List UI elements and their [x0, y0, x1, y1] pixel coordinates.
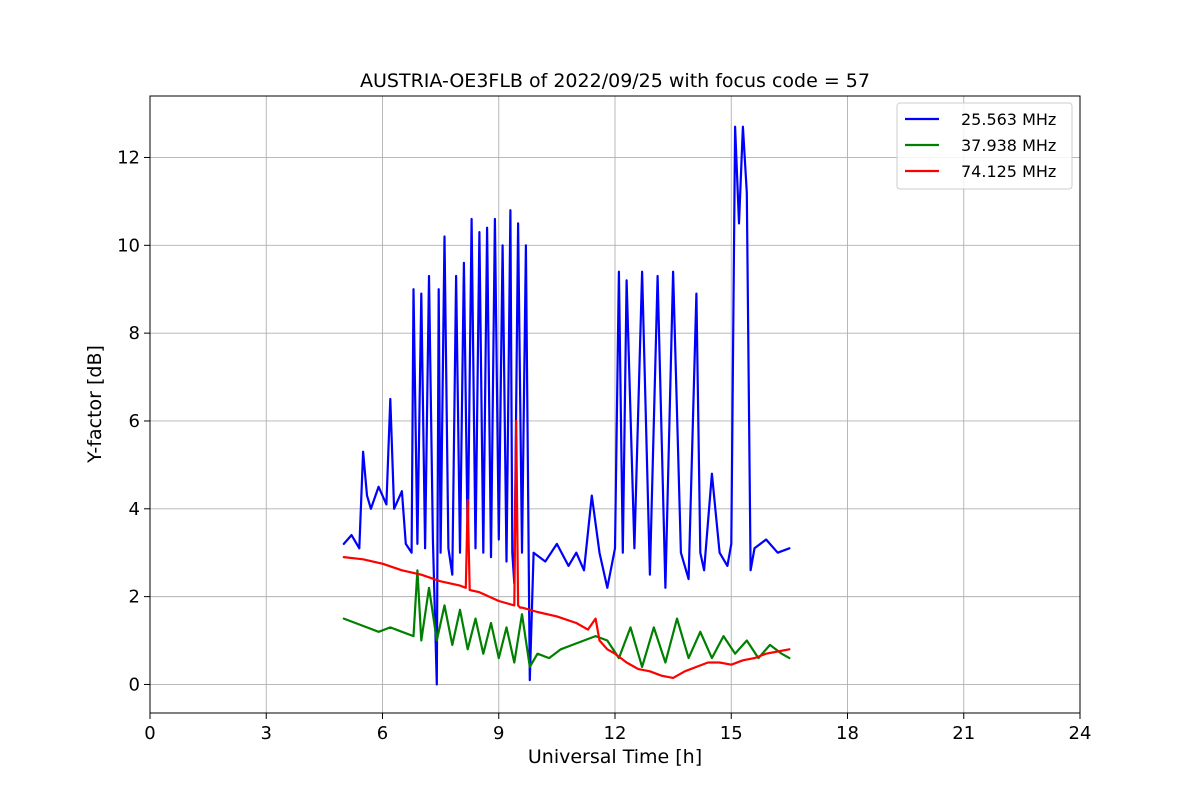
legend-label: 74.125 MHz [961, 162, 1056, 181]
y-tick-label: 10 [117, 235, 140, 256]
y-tick-label: 0 [129, 674, 140, 695]
series-line-3 [342, 419, 791, 680]
x-tick-label: 15 [720, 723, 743, 744]
y-tick-label: 6 [129, 411, 140, 432]
y-tick-label: 8 [129, 323, 140, 344]
series-group [342, 125, 791, 686]
x-tick-label: 9 [493, 723, 504, 744]
legend-label: 25.563 MHz [961, 110, 1056, 129]
series-line-2 [342, 569, 791, 669]
x-tick-label: 18 [836, 723, 859, 744]
y-tick-label: 12 [117, 147, 140, 168]
x-tick-label: 0 [144, 723, 155, 744]
y-axis-label: Y-factor [dB] [84, 345, 106, 464]
x-tick-label: 3 [261, 723, 272, 744]
x-tick-label: 6 [377, 723, 388, 744]
series-line-1 [342, 125, 791, 686]
x-axis-label: Universal Time [h] [528, 746, 702, 768]
legend-box [896, 102, 1073, 190]
y-tick-label: 2 [129, 587, 140, 608]
x-tick-label: 12 [604, 723, 627, 744]
chart-title: AUSTRIA-OE3FLB of 2022/09/25 with focus … [360, 70, 870, 92]
legend: 25.563 MHz 37.938 MHz 74.125 MHz [896, 102, 1073, 190]
legend-label: 37.938 MHz [961, 136, 1056, 155]
x-tick-label: 24 [1069, 723, 1092, 744]
y-tick-label: 4 [129, 499, 140, 520]
grid [149, 96, 1081, 713]
x-tick-label: 21 [952, 723, 975, 744]
